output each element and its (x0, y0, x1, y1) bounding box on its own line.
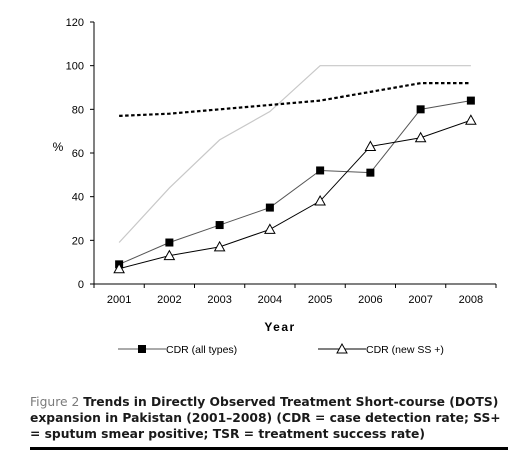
caption-label: Figure 2 (30, 395, 80, 409)
y-tick-label: 0 (78, 279, 84, 291)
series-line (118, 65, 471, 243)
x-axis-label: Year (264, 320, 295, 334)
data-point (113, 262, 125, 274)
legend-label: CDR (new SS +) (366, 344, 444, 356)
y-tick-label: 100 (66, 61, 84, 73)
series-line (119, 82, 471, 117)
chart: 0 20 40 60 80 100 120 2001 2002 2003 2004 2005 2006… (53, 17, 497, 356)
x-tick-label: 2003 (207, 294, 231, 306)
legend-marker (336, 342, 348, 354)
legend-label: CDR (all types) (166, 344, 237, 356)
data-point (466, 96, 475, 105)
data-point (366, 168, 375, 177)
x-tick-label: 2007 (408, 294, 432, 306)
y-tick-label: 20 (72, 235, 84, 247)
x-tick-label: 2002 (157, 294, 181, 306)
data-point (165, 238, 174, 247)
y-tick-label: 120 (66, 17, 84, 29)
series-line (118, 119, 472, 270)
data-point (416, 105, 425, 114)
axes (93, 22, 496, 285)
x-tick-label: 2004 (258, 294, 282, 306)
data-point (314, 195, 326, 206)
series-markers (113, 96, 477, 274)
caption-text: Trends in Directly Observed Treatment Sh… (30, 395, 501, 441)
data-point (163, 249, 176, 261)
x-tick-label: 2005 (308, 294, 332, 306)
y-axis-ticks: 0 20 40 60 80 100 120 (66, 17, 94, 291)
data-point (414, 131, 427, 143)
bottom-rule (30, 447, 508, 450)
x-tick-label: 2006 (358, 294, 382, 306)
data-point (364, 140, 377, 151)
x-axis-ticks: 2001 2002 2003 2004 2005 2006 2007 2008 (93, 284, 497, 306)
figure-caption: Figure 2 Trends in Directly Observed Tre… (30, 394, 508, 442)
data-point (316, 166, 325, 175)
y-axis-label: % (53, 140, 64, 154)
data-point (264, 223, 276, 234)
data-point (465, 114, 477, 125)
y-tick-label: 40 (72, 192, 84, 204)
series-lines (118, 65, 472, 270)
y-tick-label: 60 (72, 148, 84, 160)
data-point (265, 203, 274, 212)
legend: CDR (all types) CDR (new SS +) (118, 342, 444, 356)
legend-marker (138, 345, 146, 353)
x-tick-label: 2008 (459, 294, 483, 306)
x-tick-label: 2001 (107, 294, 131, 306)
data-point (213, 240, 226, 252)
y-tick-label: 80 (72, 104, 84, 116)
data-point (215, 221, 224, 230)
series-line (118, 100, 471, 265)
